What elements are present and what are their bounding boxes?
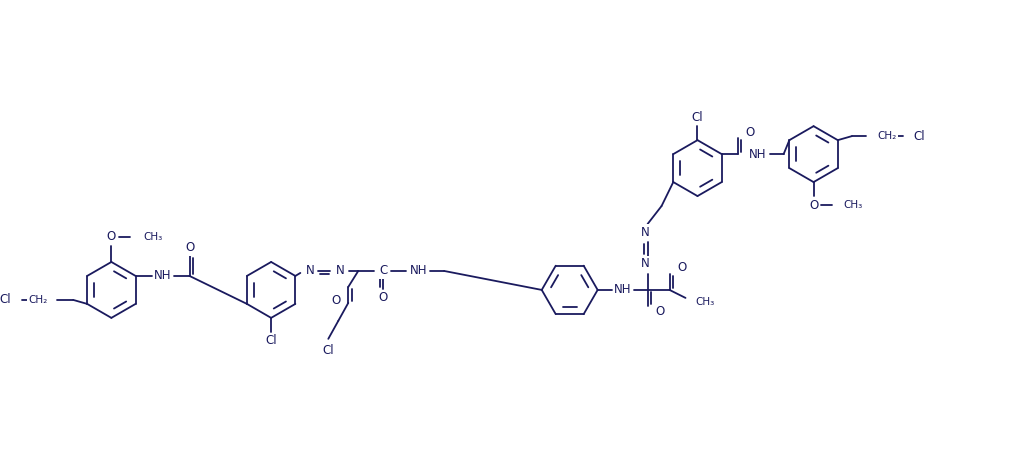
Text: N: N bbox=[641, 226, 650, 238]
Text: NH: NH bbox=[410, 264, 427, 277]
Text: O: O bbox=[107, 230, 116, 244]
Text: Cl: Cl bbox=[914, 130, 925, 143]
Text: Cl: Cl bbox=[0, 293, 11, 307]
Text: O: O bbox=[655, 305, 665, 318]
Text: NH: NH bbox=[614, 284, 632, 296]
Text: N: N bbox=[306, 264, 315, 277]
Text: O: O bbox=[746, 126, 755, 138]
Text: CH₃: CH₃ bbox=[844, 200, 862, 210]
Text: Cl: Cl bbox=[265, 334, 277, 347]
Text: CH₃: CH₃ bbox=[696, 297, 715, 307]
Text: N: N bbox=[641, 258, 650, 270]
Text: NH: NH bbox=[153, 269, 171, 283]
Text: CH₂: CH₂ bbox=[878, 131, 897, 141]
Text: O: O bbox=[379, 292, 388, 304]
Text: O: O bbox=[185, 242, 194, 254]
Text: O: O bbox=[331, 294, 341, 308]
Text: Cl: Cl bbox=[691, 111, 703, 124]
Text: N: N bbox=[335, 264, 345, 277]
Text: CH₂: CH₂ bbox=[28, 295, 47, 305]
Text: NH: NH bbox=[749, 147, 767, 161]
Text: Cl: Cl bbox=[322, 344, 334, 357]
Text: CH₃: CH₃ bbox=[143, 232, 163, 242]
Text: O: O bbox=[809, 199, 818, 211]
Text: C: C bbox=[379, 264, 387, 277]
Text: O: O bbox=[677, 261, 686, 275]
